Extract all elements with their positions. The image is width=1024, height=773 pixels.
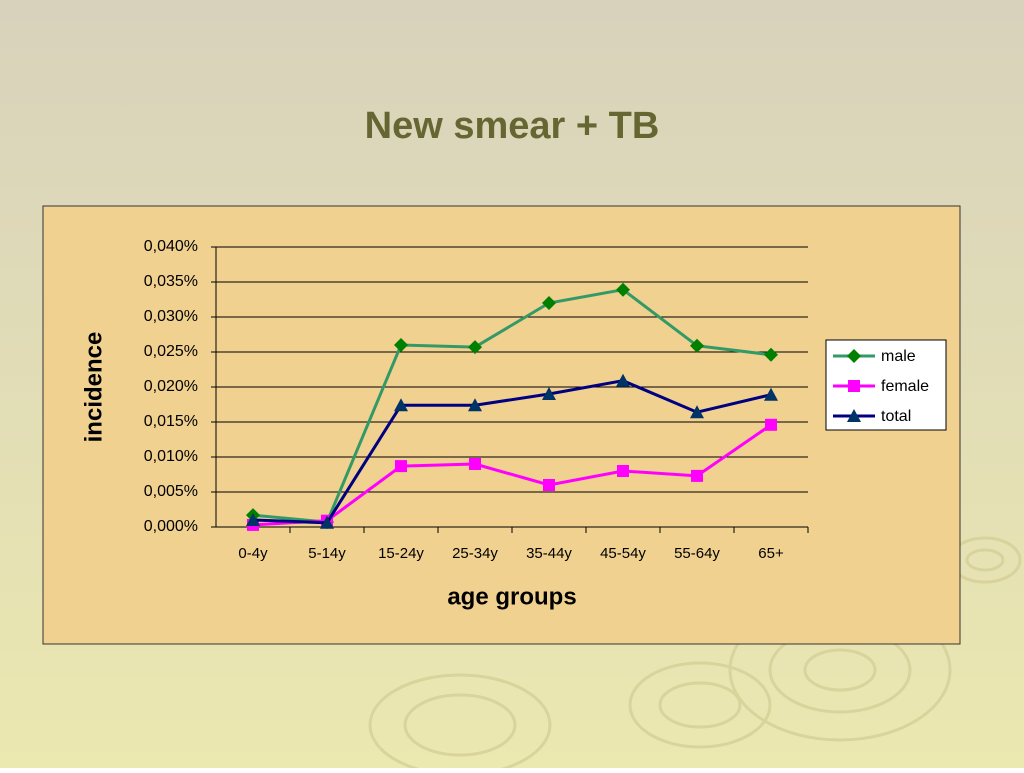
x-tick-label: 65+ [758,545,784,562]
marker [691,469,703,482]
x-tick-label: 25-34y [452,545,498,562]
y-tick-label: 0,020% [144,378,198,395]
y-tick-label: 0,010% [144,448,198,465]
x-tick-label: 45-54y [600,545,646,562]
x-tick-label: 35-44y [526,545,572,562]
x-axis-label: age groups [447,583,576,610]
legend-label: total [881,408,911,425]
marker [469,458,481,470]
slide-title: New smear + TB [365,105,660,147]
x-tick-label: 0-4y [238,545,268,562]
y-tick-label: 0,035% [144,273,198,290]
y-axis-label: incidence [80,332,107,443]
marker [395,460,407,473]
marker [468,340,482,355]
legend-label: female [881,378,929,395]
marker [848,380,860,392]
y-tick-label: 0,030% [144,308,198,325]
series-line [252,423,772,527]
marker [764,347,778,362]
marker [542,296,556,310]
marker [246,513,260,526]
series-line [252,379,772,525]
marker [617,465,629,477]
series-line [252,288,772,524]
marker [847,349,861,363]
y-tick-label: 0,015% [144,413,198,430]
marker [394,338,408,352]
x-tick-label: 55-64y [674,545,720,562]
marker [690,338,704,353]
marker [542,387,556,400]
marker [764,387,778,401]
marker [543,479,555,491]
y-tick-label: 0,005% [144,483,198,500]
marker [690,405,704,419]
legend-label: male [881,348,916,365]
marker [616,282,630,297]
chart-area [42,205,961,645]
y-tick-label: 0,000% [144,518,198,535]
marker [320,515,334,529]
y-tick-label: 0,040% [144,238,198,255]
marker [616,373,630,387]
y-tick-label: 0,025% [144,343,198,360]
x-tick-label: 5-14y [308,545,346,562]
marker [394,398,408,412]
marker [468,398,482,412]
marker [847,409,861,422]
x-tick-label: 15-24y [378,545,424,562]
marker [765,418,777,431]
